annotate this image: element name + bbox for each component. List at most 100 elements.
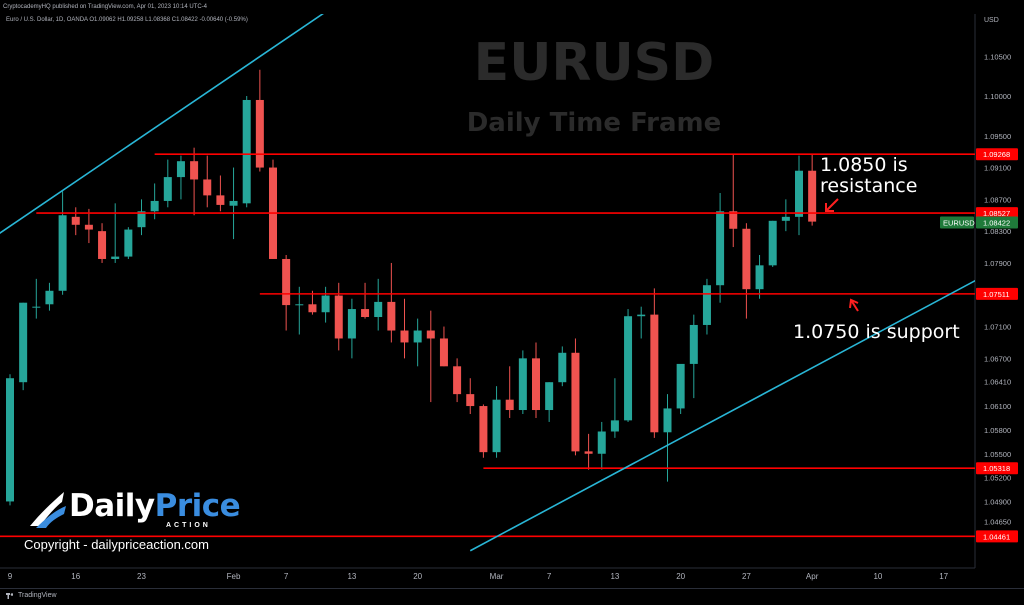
candle-body bbox=[558, 352, 567, 383]
logo-word-price: Price bbox=[154, 488, 241, 524]
candle-body bbox=[361, 309, 370, 318]
candle-body bbox=[229, 200, 238, 206]
candle bbox=[505, 366, 514, 418]
level-price-label: 1.07511 bbox=[983, 290, 1010, 299]
candle bbox=[479, 404, 488, 458]
candle-body bbox=[755, 265, 764, 290]
x-tick-label: 9 bbox=[8, 572, 13, 581]
candle bbox=[45, 282, 54, 311]
resistance-arrow-icon bbox=[825, 198, 839, 212]
candle-body bbox=[742, 228, 751, 290]
candle bbox=[532, 342, 540, 418]
candle bbox=[190, 147, 199, 216]
candle bbox=[387, 262, 396, 343]
logo-word-daily: Daily bbox=[69, 488, 155, 524]
last-price-tag bbox=[976, 216, 1018, 229]
candle-body bbox=[45, 290, 54, 305]
candle bbox=[137, 199, 146, 236]
candle-body bbox=[98, 231, 107, 259]
watermark-subtitle: Daily Time Frame bbox=[467, 108, 722, 138]
y-tick-label: 1.05500 bbox=[984, 450, 1011, 459]
candle-body bbox=[676, 363, 685, 409]
candle-body bbox=[111, 256, 120, 259]
candle bbox=[808, 154, 817, 226]
candle bbox=[6, 374, 14, 506]
candle-body bbox=[479, 406, 488, 453]
candle-body bbox=[176, 161, 185, 178]
footer-brand[interactable]: TradingView bbox=[18, 592, 57, 599]
candle-body bbox=[689, 324, 698, 364]
candle bbox=[453, 358, 462, 403]
candle bbox=[242, 96, 251, 208]
channel-trendline bbox=[469, 279, 975, 552]
candle bbox=[203, 155, 212, 208]
y-tick-label: 1.08300 bbox=[984, 227, 1011, 236]
footer-bar: TradingView bbox=[0, 588, 1024, 605]
candle-body bbox=[663, 408, 672, 433]
x-tick-label: Mar bbox=[490, 572, 504, 581]
candle-body bbox=[124, 229, 133, 257]
symbol-tag bbox=[940, 216, 974, 229]
candle-body bbox=[216, 195, 225, 205]
candle-body bbox=[597, 431, 606, 454]
candle bbox=[321, 286, 330, 323]
candle bbox=[702, 278, 711, 335]
support-annotation: 1.0750 is support bbox=[793, 321, 960, 343]
candle bbox=[255, 69, 264, 172]
candle bbox=[308, 290, 317, 315]
candle bbox=[229, 167, 238, 240]
candle-body bbox=[532, 358, 540, 411]
candle-body bbox=[374, 301, 383, 318]
candle-body bbox=[32, 306, 41, 308]
candle-body bbox=[781, 216, 790, 221]
level-price-label: 1.05318 bbox=[983, 464, 1010, 473]
candle-body bbox=[190, 161, 199, 180]
y-tick-label: 1.05200 bbox=[984, 474, 1011, 483]
last-price-label: 1.08422 bbox=[983, 218, 1010, 227]
level-price-tag bbox=[976, 530, 1018, 543]
symbol-tag-label: EURUSD bbox=[943, 218, 975, 227]
level-price-label: 1.08527 bbox=[983, 209, 1010, 218]
candle bbox=[439, 326, 448, 367]
candle bbox=[545, 382, 554, 422]
x-tick-label: 13 bbox=[610, 572, 619, 581]
candle-body bbox=[71, 216, 80, 225]
logo-mark-icon bbox=[30, 492, 66, 528]
candle bbox=[729, 154, 738, 248]
candle bbox=[466, 378, 475, 414]
level-price-tag bbox=[976, 207, 1018, 220]
candle-body bbox=[58, 215, 67, 291]
candle-body bbox=[255, 99, 264, 168]
candle bbox=[282, 255, 291, 331]
candle-body bbox=[84, 224, 93, 230]
candle bbox=[98, 223, 107, 263]
candle-body bbox=[334, 295, 343, 339]
level-price-label: 1.09268 bbox=[983, 150, 1010, 159]
y-tick-label: 1.08700 bbox=[984, 195, 1011, 204]
y-tick-label: 1.10000 bbox=[984, 92, 1011, 101]
candle bbox=[597, 421, 606, 470]
candle-body bbox=[624, 316, 633, 421]
publisher-line: CryptocademyHQ published on TradingView.… bbox=[3, 4, 207, 10]
candle bbox=[111, 203, 120, 263]
y-tick-label: 1.06410 bbox=[984, 377, 1011, 386]
candle bbox=[124, 227, 133, 259]
x-tick-label: 20 bbox=[676, 572, 685, 581]
logo-wordmark: DailyPrice bbox=[69, 488, 241, 524]
candle bbox=[781, 199, 790, 232]
x-tick-label: 7 bbox=[547, 572, 552, 581]
candle-body bbox=[150, 200, 159, 212]
candle-body bbox=[650, 314, 659, 433]
daily-price-action-logo: DailyPrice ACTION bbox=[26, 488, 241, 532]
x-tick-label: Apr bbox=[806, 572, 819, 581]
candle-body bbox=[584, 451, 593, 454]
candle-body bbox=[768, 220, 777, 266]
y-tick-label: 1.09500 bbox=[984, 132, 1011, 141]
candle-body bbox=[702, 285, 711, 325]
candle bbox=[742, 223, 751, 319]
candle-body bbox=[295, 304, 304, 306]
candle bbox=[755, 255, 764, 299]
resistance-annotation-line2: resistance bbox=[820, 175, 917, 197]
candle-body bbox=[545, 382, 554, 411]
